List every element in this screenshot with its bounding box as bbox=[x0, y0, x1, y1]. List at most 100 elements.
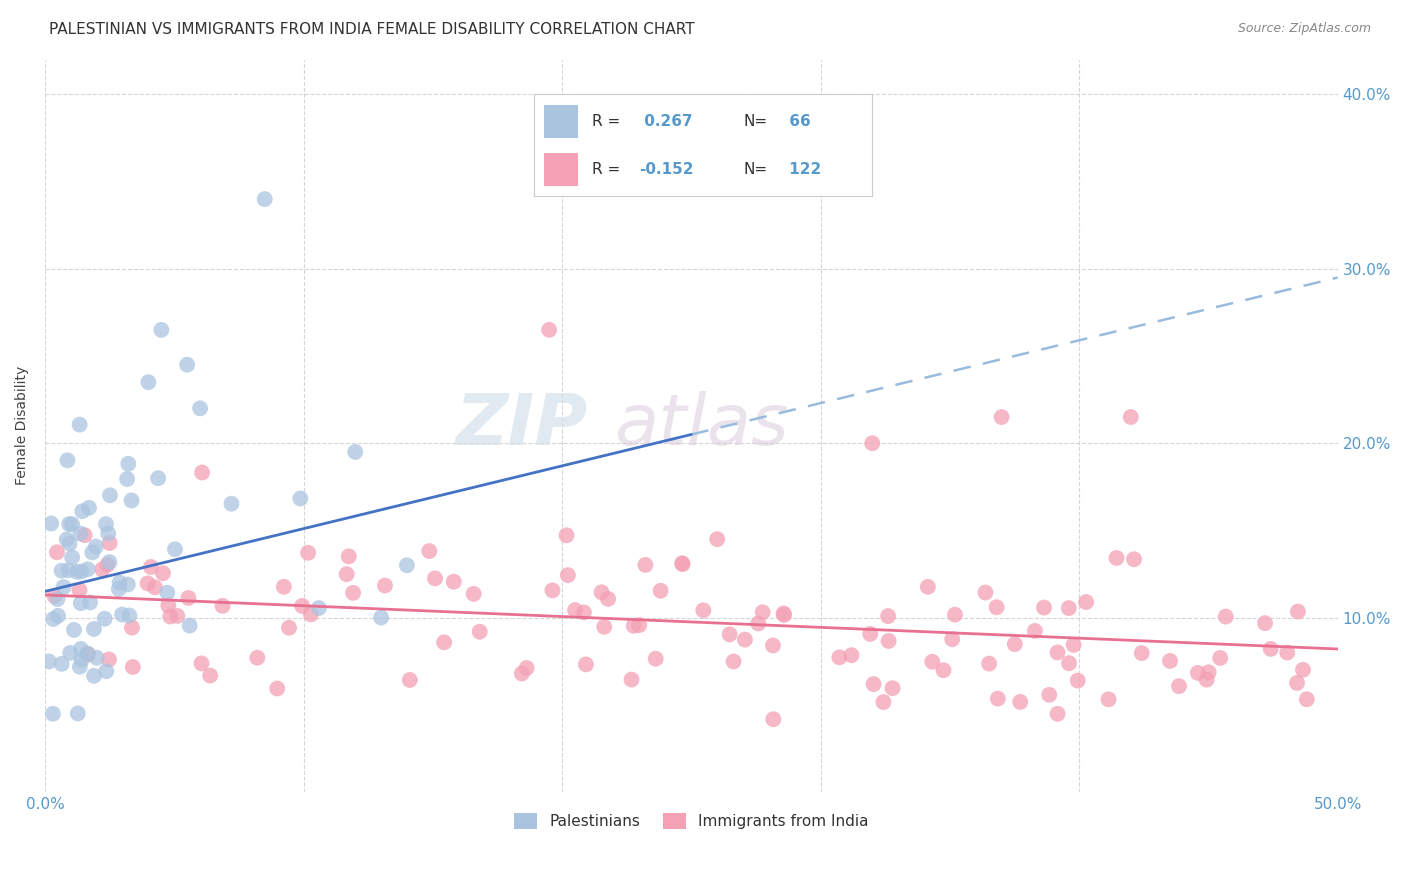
Point bbox=[297, 546, 319, 560]
Point bbox=[59, 646, 82, 660]
Point bbox=[77, 500, 100, 515]
Point bbox=[152, 566, 174, 581]
Point bbox=[118, 608, 141, 623]
Point bbox=[1057, 601, 1080, 615]
Point bbox=[463, 587, 485, 601]
Point bbox=[39, 516, 62, 531]
Point bbox=[575, 657, 598, 672]
Point bbox=[98, 488, 121, 502]
Point bbox=[1187, 665, 1209, 680]
Point bbox=[166, 608, 188, 623]
Point bbox=[69, 596, 91, 610]
Point bbox=[516, 661, 538, 675]
Point bbox=[596, 591, 619, 606]
Point bbox=[1123, 552, 1146, 566]
Point bbox=[93, 612, 115, 626]
Point bbox=[299, 607, 322, 622]
FancyBboxPatch shape bbox=[544, 105, 578, 137]
Point bbox=[46, 608, 69, 623]
Point bbox=[1295, 692, 1317, 706]
Point bbox=[772, 607, 794, 621]
Point bbox=[72, 504, 94, 518]
Point bbox=[69, 417, 91, 432]
Point bbox=[44, 589, 66, 603]
Point bbox=[42, 706, 65, 721]
Point bbox=[56, 453, 79, 467]
Point bbox=[1010, 695, 1032, 709]
Point bbox=[98, 555, 121, 569]
Point bbox=[979, 657, 1001, 671]
Point bbox=[98, 652, 121, 666]
Point bbox=[1292, 663, 1315, 677]
Point bbox=[337, 549, 360, 564]
Point bbox=[620, 673, 643, 687]
Point bbox=[1074, 595, 1097, 609]
Point bbox=[38, 655, 60, 669]
Point bbox=[121, 493, 143, 508]
Point bbox=[211, 599, 233, 613]
Point bbox=[395, 558, 418, 573]
Point bbox=[692, 603, 714, 617]
Point bbox=[97, 526, 120, 541]
Point bbox=[190, 657, 212, 671]
Point bbox=[290, 491, 312, 506]
Point bbox=[163, 542, 186, 557]
Point bbox=[1209, 651, 1232, 665]
Point bbox=[877, 634, 900, 648]
Point bbox=[882, 681, 904, 696]
Point bbox=[628, 618, 651, 632]
Point bbox=[146, 471, 169, 485]
Point bbox=[246, 650, 269, 665]
Point bbox=[191, 466, 214, 480]
Point bbox=[557, 568, 579, 582]
Point bbox=[1067, 673, 1090, 688]
Point bbox=[94, 517, 117, 532]
Point bbox=[84, 540, 107, 554]
Point bbox=[83, 669, 105, 683]
Point bbox=[374, 578, 396, 592]
Point bbox=[1057, 656, 1080, 670]
Point bbox=[564, 603, 586, 617]
Point bbox=[188, 401, 211, 416]
Point bbox=[198, 668, 221, 682]
Point bbox=[987, 691, 1010, 706]
Point bbox=[423, 571, 446, 585]
Point bbox=[1159, 654, 1181, 668]
Point bbox=[76, 562, 98, 576]
Point bbox=[98, 536, 121, 550]
Point bbox=[862, 677, 884, 691]
Point bbox=[66, 565, 89, 579]
Point bbox=[108, 575, 131, 590]
Point bbox=[1215, 609, 1237, 624]
Y-axis label: Female Disability: Female Disability bbox=[15, 366, 30, 485]
Point bbox=[66, 706, 89, 721]
Point bbox=[974, 585, 997, 599]
Point bbox=[1254, 616, 1277, 631]
Point bbox=[747, 616, 769, 631]
Point bbox=[150, 323, 173, 337]
Point bbox=[266, 681, 288, 696]
Point bbox=[943, 607, 966, 622]
Point bbox=[117, 577, 139, 591]
Point bbox=[1195, 673, 1218, 687]
Point bbox=[273, 580, 295, 594]
Text: N=: N= bbox=[744, 162, 768, 178]
Point bbox=[70, 641, 93, 656]
Point bbox=[69, 659, 91, 673]
Point bbox=[70, 653, 93, 667]
Point bbox=[1198, 665, 1220, 680]
Point bbox=[773, 607, 796, 622]
Point bbox=[1260, 641, 1282, 656]
Text: N=: N= bbox=[744, 114, 768, 128]
Point bbox=[342, 586, 364, 600]
Point bbox=[83, 622, 105, 636]
Point bbox=[418, 544, 440, 558]
Point bbox=[143, 580, 166, 594]
Point bbox=[644, 651, 666, 665]
Point bbox=[1063, 638, 1085, 652]
Point bbox=[555, 528, 578, 542]
Point bbox=[1130, 646, 1153, 660]
Text: 0.267: 0.267 bbox=[638, 114, 693, 128]
Text: -0.152: -0.152 bbox=[638, 162, 693, 178]
Point bbox=[308, 601, 330, 615]
